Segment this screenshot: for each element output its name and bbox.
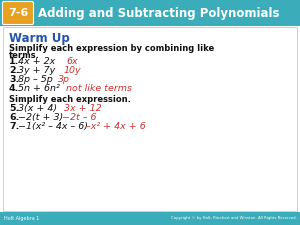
Text: 10y: 10y [64,66,82,75]
Text: 3p: 3p [58,75,70,84]
Text: Simplify each expression by combining like: Simplify each expression by combining li… [9,44,214,53]
Text: 7-6: 7-6 [8,8,28,18]
Text: 3y + 7y: 3y + 7y [18,66,55,75]
Text: −2t – 6: −2t – 6 [62,113,97,122]
Text: −1(x² – 4x – 6): −1(x² – 4x – 6) [18,122,88,131]
Text: –x² + 4x + 6: –x² + 4x + 6 [86,122,146,131]
Text: 6x: 6x [66,57,78,66]
Text: 8p – 5p: 8p – 5p [18,75,53,84]
FancyBboxPatch shape [2,2,34,25]
Text: 1.: 1. [9,57,20,66]
Text: 6.: 6. [9,113,20,122]
Text: 5n + 6n²: 5n + 6n² [18,84,60,93]
Text: Warm Up: Warm Up [9,32,70,45]
Bar [0,212,300,225]
Text: 3(x + 4): 3(x + 4) [18,104,57,113]
Text: terms.: terms. [9,51,40,60]
Text: Copyright © by Holt, Rinehart and Winston. All Rights Reserved.: Copyright © by Holt, Rinehart and Winsto… [171,216,297,220]
Text: 3x + 12: 3x + 12 [64,104,102,113]
Text: −2(t + 3): −2(t + 3) [18,113,63,122]
Text: 4x + 2x: 4x + 2x [18,57,55,66]
Text: Adding and Subtracting Polynomials: Adding and Subtracting Polynomials [38,7,280,20]
Bar [3,27,297,211]
Text: not like terms: not like terms [66,84,132,93]
Text: 2.: 2. [9,66,20,75]
Text: 3.: 3. [9,75,19,84]
Text: 5.: 5. [9,104,19,113]
Text: 7.: 7. [9,122,20,131]
Text: 4.: 4. [9,84,20,93]
Text: Holt Algebra 1: Holt Algebra 1 [4,216,39,221]
Text: Simplify each expression.: Simplify each expression. [9,95,131,104]
Bar [0,0,300,26]
